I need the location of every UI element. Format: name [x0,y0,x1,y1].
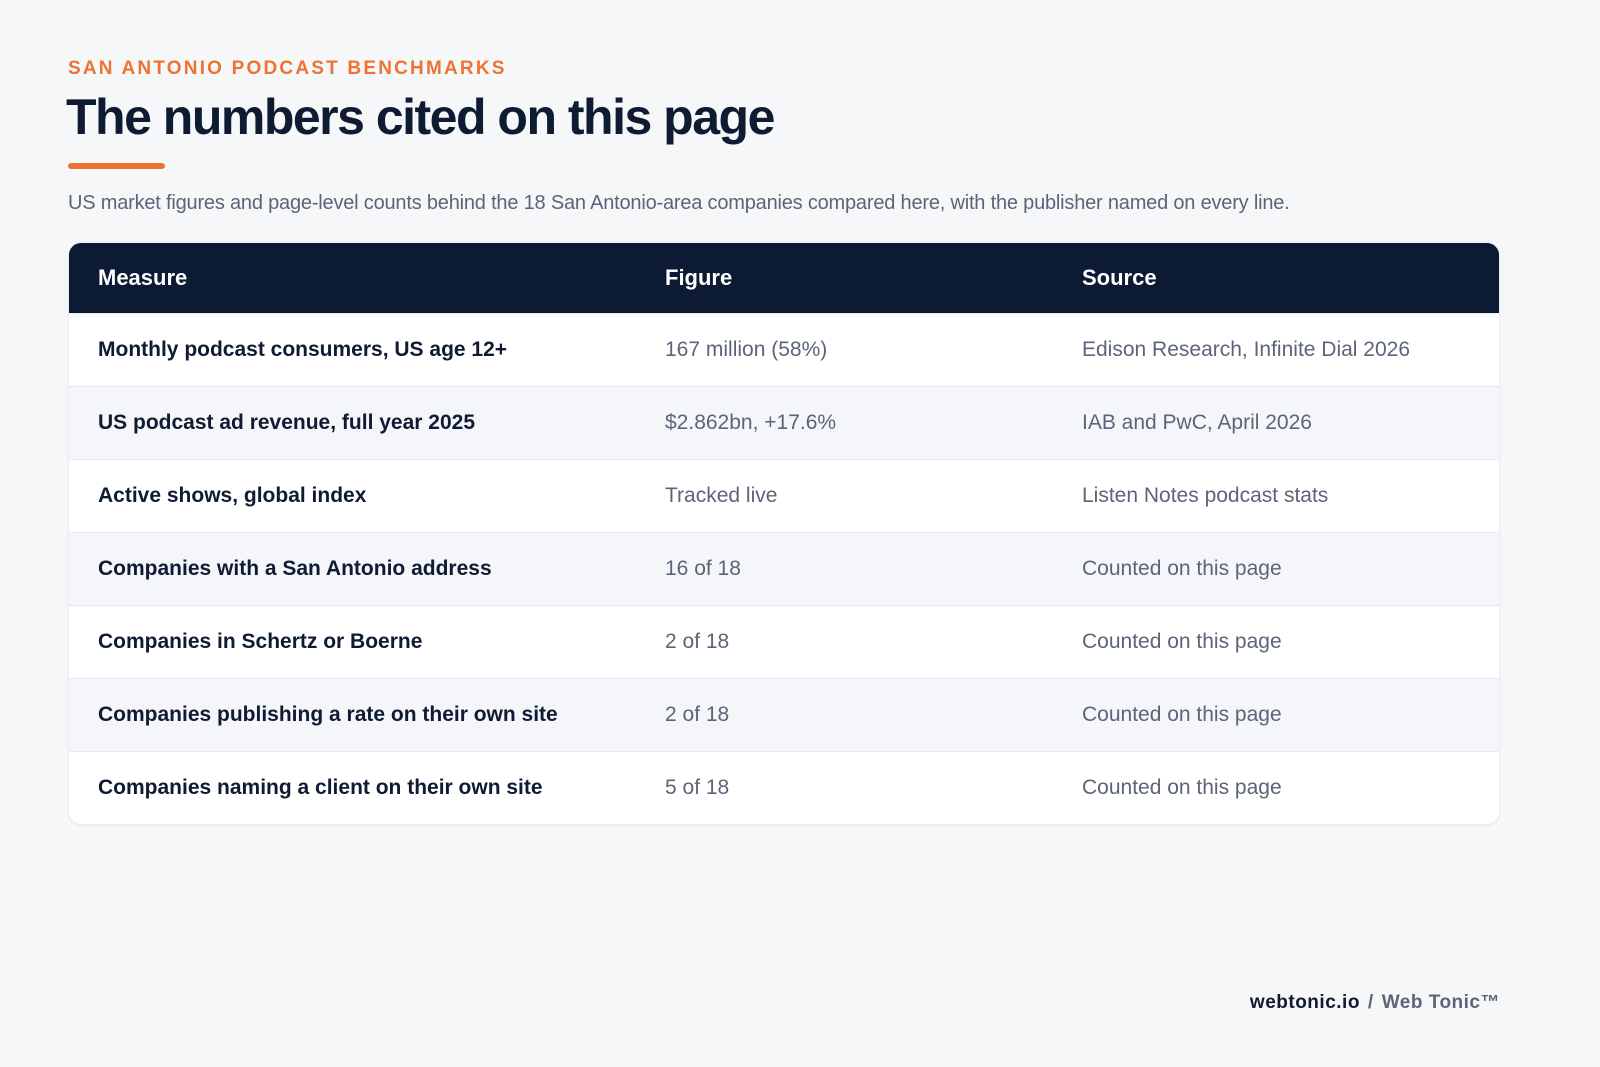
table-cell: Counted on this page [1082,557,1282,580]
table-cell: Companies publishing a rate on their own… [98,703,558,726]
column-header: Measure [98,265,188,290]
table-cell: Companies with a San Antonio address [98,557,492,580]
footer-brand: Web Tonic™ [1381,992,1500,1013]
table-row: Companies with a San Antonio address 16 o… [69,532,1499,605]
table-row: Monthly podcast consumers, US age 12+ 167… [69,313,1499,386]
table-row: Companies naming a client on their own s… [69,751,1499,824]
column-header: Figure [665,265,733,290]
table-cell: 2 of 18 [665,630,730,653]
table-cell: Companies in Schertz or Boerne [98,630,423,653]
table-cell: Listen Notes podcast stats [1082,484,1329,507]
footer: webtonic.io / Web Tonic™ [1250,992,1500,1014]
header-row: Measure Figure Source [69,243,1499,313]
table-cell: Edison Research, Infinite Dial 2026 [1082,338,1411,361]
table-cell: Companies naming a client on their own s… [98,776,543,799]
accent-rule [68,163,165,169]
table-cell: Counted on this page [1082,630,1282,653]
eyebrow: SAN ANTONIO PODCAST BENCHMARKS [68,58,507,79]
table-cell: 2 of 18 [665,703,730,726]
table-row: US podcast ad revenue, full year 2025 $2.… [69,386,1499,459]
footer-separator: / [1367,992,1374,1013]
subtitle: US market figures and page-level counts … [68,192,1290,214]
table-cell: US podcast ad revenue, full year 2025 [98,411,475,434]
table-cell: Active shows, global index [98,484,367,507]
table-cell: Tracked live [665,484,778,507]
table: Measure Figure Source Monthly podcast consu… [69,243,1499,824]
table-cell: IAB and PwC, April 2026 [1082,411,1312,434]
table-cell: 5 of 18 [665,776,730,799]
table-cell: Counted on this page [1082,703,1282,726]
table-row: Companies in Schertz or Boerne 2 of 18 Cou… [69,605,1499,678]
footer-site[interactable]: webtonic.io [1249,992,1360,1013]
title: The numbers cited on this page [66,89,775,145]
table-cell: Counted on this page [1082,776,1282,799]
table-cell: 167 million (58%) [665,338,828,361]
table-cell: 16 of 18 [665,557,741,580]
table-row: Active shows, global index Tracked live Li… [69,459,1499,532]
table-cell: Monthly podcast consumers, US age 12+ [98,338,508,361]
table-cell: $2.862bn, +17.6% [665,411,837,434]
column-header: Source [1082,265,1157,290]
table-row: Companies publishing a rate on their own… [69,678,1499,751]
